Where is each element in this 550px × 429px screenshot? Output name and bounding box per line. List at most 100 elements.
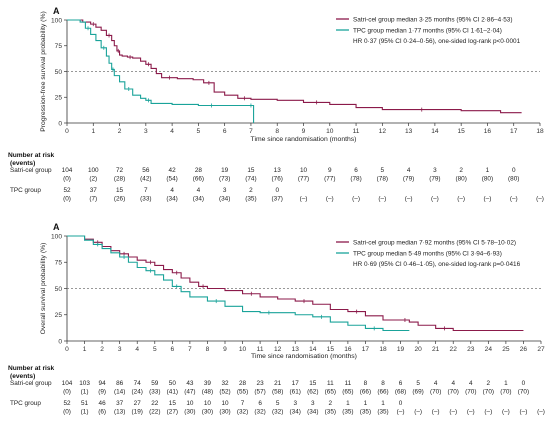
risk-at-risk-value: 46 — [99, 400, 107, 407]
legend-entry: TPC group median 1·77 months (95% CI 1·6… — [353, 27, 502, 34]
risk-at-risk-value: 10 — [221, 400, 229, 407]
x-tick-label: 26 — [520, 346, 528, 353]
x-tick-label: 10 — [326, 128, 334, 135]
x-tick-label: 0 — [65, 346, 69, 353]
risk-at-risk-value: 2 — [249, 187, 253, 194]
risk-events-value: (34) — [166, 196, 177, 203]
risk-events-value: (0) — [63, 196, 71, 203]
legend-entry: TPC group median 5·49 months (95% CI 3·9… — [353, 250, 502, 257]
risk-at-risk-value: 7 — [144, 187, 148, 194]
risk-events-value: (69) — [412, 389, 423, 396]
risk-at-risk-value: 56 — [142, 167, 150, 174]
risk-events-value: (41) — [167, 389, 178, 396]
risk-at-risk-value: 43 — [186, 380, 194, 387]
risk-table-subtitle: (events) — [10, 160, 35, 167]
risk-events-value: (74) — [245, 176, 256, 183]
risk-at-risk-value: 2 — [329, 400, 333, 407]
risk-events-value: (34) — [193, 196, 204, 203]
risk-at-risk-value: 10 — [186, 400, 194, 407]
risk-events-value: (14) — [114, 389, 125, 396]
risk-at-risk-value: 9 — [328, 167, 332, 174]
risk-events-value: (73) — [219, 176, 230, 183]
risk-at-risk-value: 37 — [90, 187, 98, 194]
risk-events-value: (–) — [432, 409, 440, 416]
risk-at-risk-value: 52 — [63, 400, 71, 407]
risk-at-risk-value: 32 — [221, 380, 229, 387]
risk-at-risk-value: 104 — [62, 380, 73, 387]
risk-events-value: (70) — [518, 389, 529, 396]
risk-events-value: (–) — [467, 409, 475, 416]
risk-at-risk-value: 51 — [81, 400, 89, 407]
risk-at-risk-value: 4 — [451, 380, 455, 387]
risk-events-value: (–) — [536, 196, 544, 203]
risk-at-risk-value: 15 — [247, 167, 255, 174]
risk-at-risk-value: 100 — [88, 167, 99, 174]
risk-events-value: (35) — [377, 409, 388, 416]
risk-table-title: Number at risk — [8, 365, 55, 372]
y-tick-label: 25 — [55, 95, 63, 102]
risk-at-risk-value: 28 — [195, 167, 203, 174]
risk-events-value: (33) — [140, 196, 151, 203]
x-tick-label: 16 — [344, 346, 352, 353]
risk-events-value: (57) — [254, 389, 265, 396]
risk-table-subtitle: (events) — [10, 373, 35, 380]
risk-events-value: (–) — [405, 196, 413, 203]
risk-at-risk-value: 2 — [487, 380, 491, 387]
risk-events-value: (6) — [98, 409, 106, 416]
risk-at-risk-value: 4 — [170, 187, 174, 194]
risk-at-risk-value: 28 — [239, 380, 247, 387]
x-tick-label: 14 — [431, 128, 439, 135]
x-tick-label: 5 — [197, 128, 201, 135]
risk-events-value: (80) — [508, 176, 519, 183]
y-tick-label: 75 — [55, 260, 63, 267]
risk-at-risk-value: 15 — [169, 400, 177, 407]
x-tick-label: 22 — [450, 346, 458, 353]
x-tick-label: 1 — [83, 346, 87, 353]
risk-events-value: (13) — [114, 409, 125, 416]
risk-at-risk-value: 3 — [311, 400, 315, 407]
x-tick-label: 14 — [309, 346, 317, 353]
risk-events-value: (34) — [290, 409, 301, 416]
risk-events-value: (–) — [431, 196, 439, 203]
risk-events-value: (52) — [219, 389, 230, 396]
x-tick-label: 12 — [274, 346, 282, 353]
legend-entry: Satri-cel group median 7·92 months (95% … — [353, 239, 516, 246]
x-tick-label: 2 — [100, 346, 104, 353]
risk-at-risk-value: 6 — [354, 167, 358, 174]
x-tick-label: 10 — [239, 346, 247, 353]
risk-events-value: (70) — [465, 389, 476, 396]
risk-at-risk-value: 5 — [381, 167, 385, 174]
x-tick-label: 8 — [275, 128, 279, 135]
y-tick-label: 75 — [55, 43, 63, 50]
risk-events-value: (–) — [397, 409, 405, 416]
risk-events-value: (1) — [81, 409, 89, 416]
risk-at-risk-value: 22 — [151, 400, 159, 407]
y-tick-label: 0 — [58, 120, 62, 127]
x-tick-label: 3 — [118, 346, 122, 353]
series-line-2 — [67, 19, 255, 123]
x-tick-label: 17 — [510, 128, 518, 135]
risk-events-value: (32) — [237, 409, 248, 416]
risk-events-value: (65) — [325, 389, 336, 396]
panel-label: A — [53, 222, 60, 232]
risk-events-value: (35) — [325, 409, 336, 416]
risk-events-value: (30) — [219, 409, 230, 416]
risk-at-risk-value: 8 — [364, 380, 368, 387]
risk-events-value: (70) — [500, 389, 511, 396]
risk-at-risk-value: 39 — [204, 380, 212, 387]
risk-row-label: TPC group — [10, 187, 41, 194]
x-tick-label: 19 — [397, 346, 405, 353]
x-tick-label: 24 — [485, 346, 493, 353]
risk-events-value: (37) — [272, 196, 283, 203]
risk-events-value: (70) — [448, 389, 459, 396]
risk-at-risk-value: 86 — [116, 380, 124, 387]
risk-events-value: (–) — [520, 409, 528, 416]
risk-events-value: (70) — [483, 389, 494, 396]
risk-at-risk-value: 0 — [399, 400, 403, 407]
risk-at-risk-value: 52 — [63, 187, 71, 194]
risk-at-risk-value: 1 — [364, 400, 368, 407]
x-tick-label: 16 — [484, 128, 492, 135]
risk-events-value: (42) — [140, 176, 151, 183]
